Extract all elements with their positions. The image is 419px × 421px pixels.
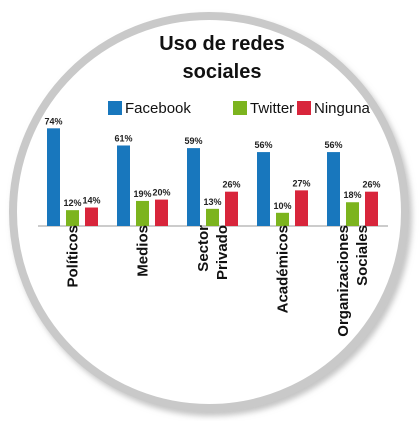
bar xyxy=(85,207,98,226)
bar xyxy=(206,208,219,226)
value-label: 61% xyxy=(114,133,132,143)
value-label: 20% xyxy=(152,188,170,198)
bar xyxy=(225,191,238,226)
chart-title: Uso de redes sociales xyxy=(159,33,285,83)
legend-swatch xyxy=(297,101,311,115)
bar xyxy=(257,152,270,226)
bar xyxy=(327,152,340,226)
x-tick-text: Medios xyxy=(134,225,151,277)
bar xyxy=(47,128,60,226)
bar xyxy=(365,191,378,226)
bar xyxy=(136,200,149,226)
value-label: 56% xyxy=(324,140,342,150)
x-tick-label: Políticos xyxy=(63,225,82,345)
value-label: 12% xyxy=(63,198,81,208)
value-label: 18% xyxy=(343,190,361,200)
value-label: 10% xyxy=(273,201,291,211)
value-label: 26% xyxy=(362,180,380,190)
legend-label: Twitter xyxy=(250,100,294,117)
x-tick-text: Académicos xyxy=(274,225,291,314)
legend-swatch xyxy=(108,101,122,115)
x-tick-text: Políticos xyxy=(64,225,81,288)
value-label: 26% xyxy=(222,180,240,190)
bar xyxy=(66,210,79,226)
x-tick-label: Medios xyxy=(133,225,152,345)
x-tick-text: Organizaciones Sociales xyxy=(334,225,371,337)
bar xyxy=(117,145,130,226)
bar xyxy=(155,199,168,226)
x-tick-label: Sector Privado xyxy=(194,225,232,345)
value-label: 13% xyxy=(203,197,221,207)
x-tick-text: Sector Privado xyxy=(194,224,231,281)
bar xyxy=(276,212,289,226)
x-tick-label: Académicos xyxy=(273,225,292,345)
value-label: 74% xyxy=(44,116,62,126)
bar xyxy=(295,190,308,226)
bar xyxy=(187,148,200,226)
legend-label: Facebook xyxy=(125,100,191,117)
value-label: 14% xyxy=(82,196,100,206)
value-label: 19% xyxy=(133,189,151,199)
legend-label: Ninguna xyxy=(314,100,371,117)
value-label: 56% xyxy=(254,140,272,150)
bar xyxy=(346,202,359,226)
value-label: 59% xyxy=(184,136,202,146)
legend-swatch xyxy=(233,101,247,115)
value-label: 27% xyxy=(292,178,310,188)
x-tick-label: Organizaciones Sociales xyxy=(334,225,372,345)
